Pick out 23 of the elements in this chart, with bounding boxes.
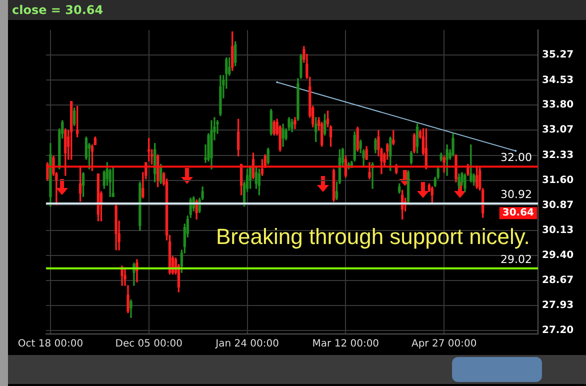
y-tick-label: 33.80 <box>542 100 574 111</box>
y-tick-label: 27.20 <box>542 325 574 336</box>
x-tick-label: Mar 12 00:00 <box>312 338 380 350</box>
ref-line-label: 30.92 <box>500 188 532 201</box>
y-tick-label: 30.13 <box>542 225 574 236</box>
y-tick-label: 29.40 <box>542 250 574 262</box>
annotation: Breaking through support nicely. <box>216 224 530 250</box>
x-tick-label: Oct 18 00:00 <box>18 338 84 350</box>
y-tick-label: 31.60 <box>542 174 574 186</box>
y-tick-label: 28.67 <box>542 274 574 286</box>
y-tick-label: 27.93 <box>542 300 574 312</box>
ref-line-label: 29.02 <box>500 252 532 266</box>
y-tick-label: 32.33 <box>542 150 574 161</box>
x-tick-label: Jan 24 00:00 <box>214 338 279 350</box>
y-tick-label: 34.53 <box>542 74 574 86</box>
x-tick-label: Apr 27 00:00 <box>411 338 477 350</box>
ref-line-label: 32.00 <box>500 150 532 164</box>
x-tick-label: Dec 05 00:00 <box>115 338 183 350</box>
y-tick-label: 30.87 <box>542 200 574 211</box>
annotation: 30.64 <box>502 208 534 219</box>
chart-title: close = 30.64 <box>8 0 586 20</box>
y-tick-label: 33.07 <box>542 124 574 136</box>
y-tick-label: 35.27 <box>542 50 574 61</box>
